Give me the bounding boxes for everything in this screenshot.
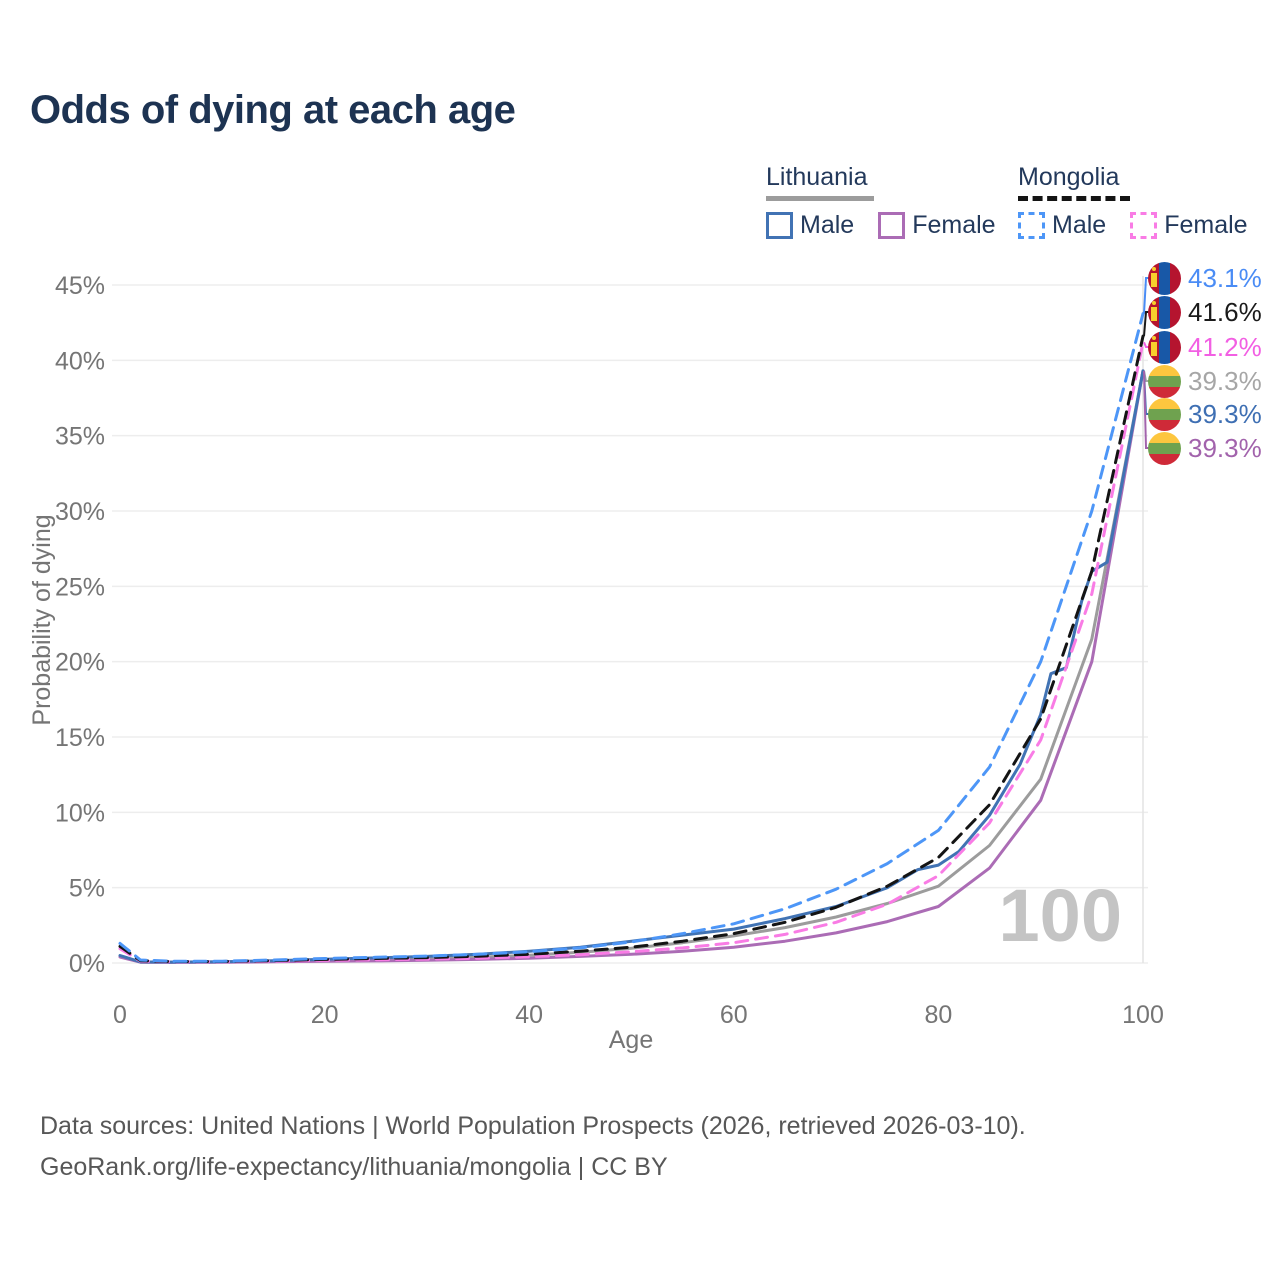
svg-text:25%: 25%	[55, 573, 105, 601]
lithuania-male-swatch-icon	[766, 212, 793, 239]
svg-text:80: 80	[924, 1001, 952, 1029]
svg-text:5%: 5%	[69, 875, 105, 903]
end-label-mongolia-female: 41.2%	[1148, 330, 1262, 364]
svg-text:45%: 45%	[55, 272, 105, 300]
svg-text:10%: 10%	[55, 799, 105, 827]
lithuania-flag-icon	[1148, 397, 1181, 431]
lithuania-flag-icon	[1148, 364, 1181, 398]
end-value-lithuania-total: 39.3%	[1188, 365, 1262, 396]
page-title: Odds of dying at each age	[30, 88, 516, 132]
svg-text:30%: 30%	[55, 498, 105, 526]
legend-country-lithuania-label: Lithuania	[766, 163, 868, 191]
footer: Data sources: United Nations | World Pop…	[40, 1106, 1026, 1188]
svg-text:40: 40	[515, 1001, 543, 1029]
legend-label-mongolia-male: Male	[1052, 211, 1107, 239]
lithuania-total-line-swatch	[766, 196, 874, 201]
end-value-mongolia-female: 41.2%	[1188, 331, 1262, 362]
mongolia-total-line-swatch	[1018, 196, 1130, 201]
series-curves	[118, 312, 1145, 964]
x-axis-title: Age	[609, 1026, 653, 1054]
svg-text:60: 60	[720, 1001, 748, 1029]
mongolia-flag-icon	[1148, 261, 1181, 295]
end-label-mongolia-total: 41.6%	[1148, 295, 1262, 329]
end-value-mongolia-total: 41.6%	[1188, 296, 1262, 327]
end-label-lithuania-total: 39.3%	[1148, 364, 1262, 398]
mongolia-female-swatch-icon	[1130, 212, 1158, 239]
legend-group-mongolia: Mongolia Male Female	[1018, 163, 1248, 240]
mongolia-flag-icon	[1148, 295, 1181, 329]
svg-text:15%: 15%	[55, 724, 105, 752]
legend-country-lithuania: Lithuania	[766, 163, 996, 201]
legend-country-mongolia: Mongolia	[1018, 163, 1248, 201]
svg-text:40%: 40%	[55, 347, 105, 375]
svg-text:35%: 35%	[55, 423, 105, 451]
svg-text:20%: 20%	[55, 649, 105, 677]
legend-label-mongolia-female: Female	[1164, 211, 1248, 239]
end-label-mongolia-male: 43.1%	[1148, 261, 1262, 295]
legend-label-lithuania-male: Male	[800, 211, 855, 239]
y-axis-tick-labels: 0% 5% 10% 15% 20% 25% 30% 35% 40% 45%	[55, 272, 105, 978]
y-axis-title: Probability of dying	[28, 514, 56, 725]
mongolia-flag-icon	[1148, 330, 1181, 364]
legend-label-lithuania-female: Female	[912, 211, 996, 239]
gridlines	[112, 276, 1148, 964]
attribution-text: GeoRank.org/life-expectancy/lithuania/mo…	[40, 1153, 668, 1181]
legend-item-mongolia-male[interactable]: Male	[1018, 211, 1106, 240]
svg-text:0: 0	[113, 1001, 127, 1029]
lithuania-flag-icon	[1148, 431, 1181, 465]
end-value-lithuania-female: 39.3%	[1188, 432, 1262, 463]
mongolia-male-swatch-icon	[1018, 212, 1045, 239]
end-value-mongolia-male: 43.1%	[1188, 262, 1262, 293]
hovered-age-watermark: 100	[999, 874, 1122, 957]
svg-text:100: 100	[1122, 1001, 1164, 1029]
x-axis-tick-labels: 0 20 40 60 80 100	[113, 1001, 1164, 1029]
legend-item-lithuania-female[interactable]: Female	[878, 211, 996, 240]
legend-item-mongolia-female[interactable]: Female	[1130, 211, 1248, 240]
end-label-lithuania-female: 39.3%	[1148, 431, 1262, 465]
lithuania-female-swatch-icon	[878, 212, 906, 239]
legend-item-lithuania-male[interactable]: Male	[766, 211, 854, 240]
end-value-lithuania-male: 39.3%	[1188, 398, 1262, 429]
end-label-lithuania-male: 39.3%	[1148, 397, 1262, 431]
legend-group-lithuania: Lithuania Male Female	[766, 163, 996, 240]
svg-text:0%: 0%	[69, 950, 105, 978]
legend-country-mongolia-label: Mongolia	[1018, 163, 1120, 191]
svg-text:20: 20	[311, 1001, 339, 1029]
data-sources-text: Data sources: United Nations | World Pop…	[40, 1112, 1026, 1140]
